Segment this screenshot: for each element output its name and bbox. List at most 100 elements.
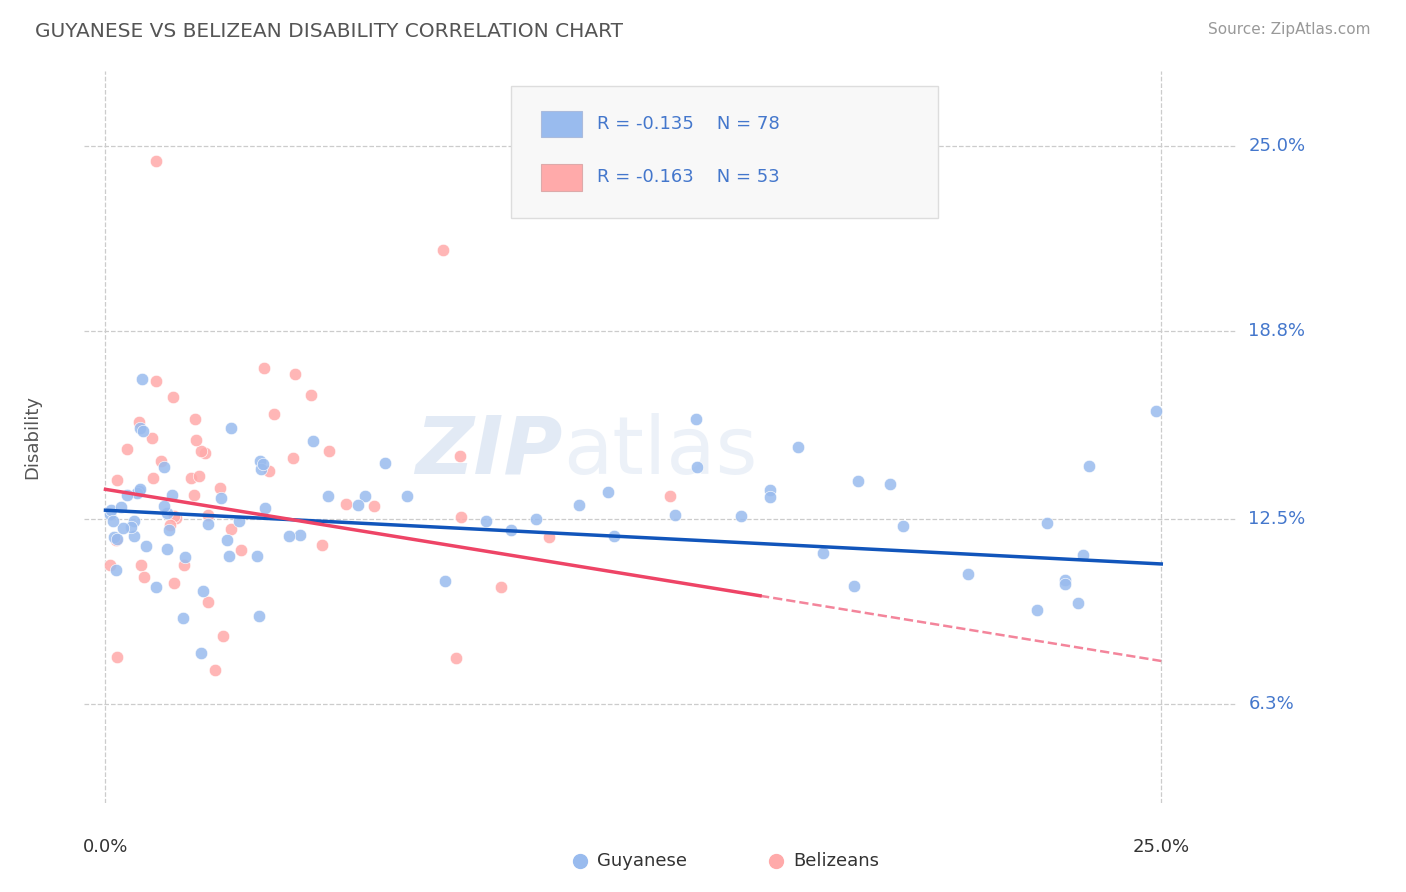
Point [187, 468, 209, 483]
FancyBboxPatch shape [510, 86, 938, 218]
Text: 12.5%: 12.5% [1249, 510, 1306, 528]
Point [316, 489, 339, 503]
Point [346, 498, 368, 512]
Point [110, 500, 132, 515]
Point [152, 460, 174, 475]
Point [219, 522, 242, 536]
Point [204, 663, 226, 677]
Point [249, 453, 271, 467]
Point [183, 412, 205, 426]
Point [759, 490, 782, 504]
Point [134, 570, 156, 584]
Point [186, 433, 208, 447]
Point [128, 415, 150, 429]
Point [432, 244, 454, 258]
Point [229, 543, 252, 558]
Point [150, 454, 173, 468]
Point [811, 546, 834, 560]
Point [603, 529, 626, 543]
Point [434, 574, 457, 588]
Point [208, 481, 231, 495]
Point [190, 646, 212, 660]
Text: atlas: atlas [562, 413, 758, 491]
Text: 25.0%: 25.0% [1133, 838, 1189, 855]
Point [450, 510, 472, 524]
Point [1036, 516, 1059, 531]
Text: Guyanese: Guyanese [598, 853, 688, 871]
Point [135, 539, 157, 553]
Point [957, 567, 980, 582]
Point [891, 519, 914, 533]
Point [197, 595, 219, 609]
Point [249, 462, 271, 476]
Point [253, 361, 276, 376]
Point [115, 442, 138, 456]
Point [117, 488, 139, 502]
Point [111, 521, 134, 535]
Point [537, 530, 560, 544]
Point [197, 516, 219, 531]
Point [846, 474, 869, 488]
Text: 18.8%: 18.8% [1249, 322, 1305, 340]
Point [228, 514, 250, 528]
Point [105, 474, 128, 488]
Point [278, 529, 301, 543]
Point [163, 575, 186, 590]
Point [302, 434, 325, 448]
Text: 0.0%: 0.0% [83, 838, 128, 855]
Point [120, 520, 142, 534]
Text: 6.3%: 6.3% [1249, 695, 1294, 714]
Point [664, 508, 686, 522]
Point [153, 500, 176, 514]
Point [1053, 577, 1076, 591]
Text: 25.0%: 25.0% [1249, 137, 1306, 155]
Point [128, 421, 150, 435]
Point [122, 529, 145, 543]
Point [596, 484, 619, 499]
Text: Belizeans: Belizeans [793, 853, 879, 871]
Point [162, 390, 184, 404]
Point [145, 580, 167, 594]
Point [105, 532, 128, 546]
Point [1073, 548, 1095, 562]
Point [141, 431, 163, 445]
Point [98, 507, 121, 521]
Point [787, 440, 810, 454]
Point [524, 512, 547, 526]
Point [489, 580, 512, 594]
Point [131, 371, 153, 385]
Point [283, 451, 305, 466]
Point [172, 611, 194, 625]
Text: R = -0.163    N = 53: R = -0.163 N = 53 [598, 169, 780, 186]
Point [1026, 603, 1049, 617]
Point [363, 499, 385, 513]
Point [128, 484, 150, 499]
Point [219, 421, 242, 435]
Point [180, 471, 202, 485]
Point [685, 412, 707, 426]
Point [105, 649, 128, 664]
FancyBboxPatch shape [541, 111, 582, 137]
Point [284, 367, 307, 381]
Point [1077, 459, 1099, 474]
Text: Disability: Disability [24, 395, 42, 479]
Point [156, 542, 179, 557]
Point [173, 549, 195, 564]
Point [173, 558, 195, 572]
Point [499, 523, 522, 537]
Text: GUYANESE VS BELIZEAN DISABILITY CORRELATION CHART: GUYANESE VS BELIZEAN DISABILITY CORRELAT… [35, 22, 623, 41]
Point [686, 459, 709, 474]
Point [160, 488, 183, 502]
Point [335, 496, 357, 510]
Point [252, 457, 274, 471]
Point [246, 549, 269, 564]
Point [730, 509, 752, 524]
Point [658, 489, 681, 503]
Point [104, 563, 127, 577]
Point [354, 489, 377, 503]
Point [103, 530, 125, 544]
Point [209, 491, 232, 506]
Point [129, 482, 152, 496]
Point [100, 503, 122, 517]
Point [299, 388, 322, 402]
